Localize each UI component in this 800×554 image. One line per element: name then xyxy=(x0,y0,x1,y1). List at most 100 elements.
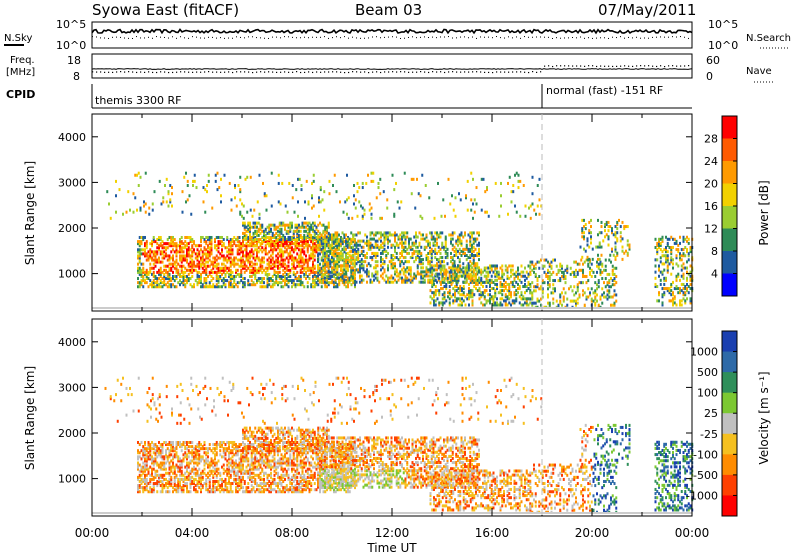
echo-cell xyxy=(496,274,498,278)
echo-cell xyxy=(374,276,377,280)
echo-cell xyxy=(324,254,327,258)
echo-cell xyxy=(145,482,148,486)
echo-cell xyxy=(489,293,491,297)
echo-cell xyxy=(210,270,213,274)
echo-cell xyxy=(332,270,335,274)
echo-cell xyxy=(253,208,256,212)
echo-cell xyxy=(168,235,171,239)
echo-cell xyxy=(220,200,222,204)
echo-cell xyxy=(345,264,347,268)
echo-cell xyxy=(485,299,488,303)
nave-point xyxy=(272,71,274,73)
echo-cell xyxy=(524,266,526,270)
echo-cell xyxy=(347,235,349,239)
nsearch-point xyxy=(504,37,505,39)
echo-cell xyxy=(611,229,613,233)
echo-cell xyxy=(317,243,319,247)
echo-cell xyxy=(527,272,530,276)
echo-cell xyxy=(489,297,491,301)
echo-cell xyxy=(559,295,562,299)
echo-cell xyxy=(170,262,173,266)
echo-cell xyxy=(415,245,417,249)
echo-cell xyxy=(334,264,337,268)
echo-cell xyxy=(673,237,676,241)
echo-cell xyxy=(658,299,660,303)
echo-cell xyxy=(177,268,180,272)
echo-cell xyxy=(313,279,316,283)
echo-cell xyxy=(466,264,469,268)
echo-cell xyxy=(311,206,313,210)
nsearch-point xyxy=(500,37,501,39)
echo-cell xyxy=(320,223,323,227)
echo-cell xyxy=(221,285,223,289)
echo-cell xyxy=(329,258,332,262)
colorbar-swatch xyxy=(722,138,737,162)
echo-cell xyxy=(388,231,391,235)
echo-cell xyxy=(158,256,160,260)
echo-cell xyxy=(254,225,257,229)
echo-cell xyxy=(191,264,194,268)
echo-cell xyxy=(142,449,145,453)
nsearch-point xyxy=(452,37,453,39)
echo-cell xyxy=(680,299,683,303)
echo-cell xyxy=(280,248,283,252)
echo-cell xyxy=(331,258,333,262)
echo-cell xyxy=(395,233,398,237)
echo-cell xyxy=(275,240,278,244)
echo-cell xyxy=(466,270,469,274)
echo-cell xyxy=(357,249,360,253)
echo-cell xyxy=(682,287,685,291)
echo-cell xyxy=(284,238,286,242)
nsearch-point xyxy=(200,37,201,39)
echo-cell xyxy=(608,291,611,295)
echo-cell xyxy=(447,276,449,280)
echo-cell xyxy=(294,223,297,227)
echo-cell xyxy=(245,235,248,239)
echo-cell xyxy=(625,225,627,229)
echo-cell xyxy=(603,295,605,299)
echo-cell xyxy=(489,266,491,270)
echo-cell xyxy=(596,264,598,268)
echo-cell xyxy=(282,240,285,244)
echo-cell xyxy=(454,270,456,274)
echo-cell xyxy=(381,233,384,237)
nsearch-point xyxy=(152,37,153,39)
echo-cell xyxy=(338,241,340,245)
echo-cell xyxy=(284,270,286,274)
echo-cell xyxy=(540,303,542,307)
echo-cell xyxy=(294,283,297,287)
echo-cell xyxy=(319,231,321,235)
echo-cell xyxy=(236,252,239,256)
echo-cell xyxy=(385,231,388,235)
echo-cell xyxy=(461,287,463,291)
echo-cell xyxy=(217,240,220,244)
nave-point xyxy=(160,71,162,73)
nave-point xyxy=(152,71,154,74)
echo-cell xyxy=(360,274,363,278)
echo-cell xyxy=(221,250,223,254)
echo-cell xyxy=(244,177,247,181)
echo-cell xyxy=(469,237,472,241)
echo-cell xyxy=(229,256,232,260)
echo-cell xyxy=(254,238,257,242)
echo-cell xyxy=(437,181,439,185)
echo-cell xyxy=(680,268,683,272)
echo-cell xyxy=(670,246,673,250)
echo-cell xyxy=(598,241,601,245)
echo-cell xyxy=(482,293,484,297)
echo-cell xyxy=(326,242,328,246)
echo-cell xyxy=(427,274,430,278)
echo-cell xyxy=(277,260,279,264)
nave-point xyxy=(560,65,562,67)
echo-cell xyxy=(381,266,384,270)
nave-point xyxy=(544,65,546,67)
echo-cell xyxy=(467,262,470,266)
echo-cell xyxy=(462,247,465,251)
nave-point xyxy=(416,71,418,73)
echo-cell xyxy=(345,262,348,266)
echo-cell xyxy=(520,291,523,295)
echo-cell xyxy=(397,245,400,249)
echo-cell xyxy=(452,266,455,270)
nsearch-point xyxy=(640,37,641,39)
echo-cell xyxy=(472,239,475,243)
